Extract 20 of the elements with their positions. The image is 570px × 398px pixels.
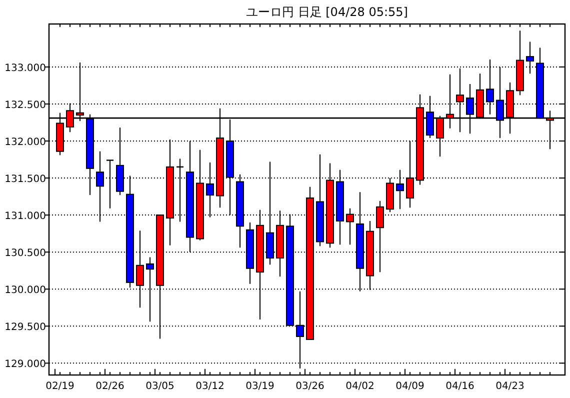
x-tick-label: 04/16 — [446, 381, 474, 392]
x-tick-label: 02/26 — [96, 381, 124, 392]
x-tick-label: 04/02 — [346, 381, 374, 392]
y-tick-label: 133.000 — [4, 62, 46, 74]
x-tick-label: 03/05 — [146, 381, 174, 392]
x-tick-label: 04/23 — [496, 381, 524, 392]
y-tick-label: 129.000 — [4, 359, 46, 370]
y-tick-label: 130.000 — [4, 285, 46, 296]
y-tick-label: 132.000 — [4, 137, 46, 148]
y-tick-label: 131.500 — [4, 174, 46, 186]
x-tick-label: 03/19 — [246, 381, 274, 392]
x-tick-label: 03/12 — [196, 381, 224, 392]
y-tick-label: 130.500 — [4, 248, 46, 260]
y-tick-label: 132.500 — [4, 100, 46, 111]
y-tick-label: 131.000 — [4, 211, 46, 222]
chart-title: ユーロ円 日足 [04/28 05:55] — [246, 5, 408, 19]
x-tick-label: 04/09 — [396, 381, 424, 392]
x-tick-label: 02/19 — [46, 381, 74, 392]
x-tick-label: 03/26 — [296, 381, 324, 392]
y-tick-label: 129.500 — [4, 322, 46, 334]
